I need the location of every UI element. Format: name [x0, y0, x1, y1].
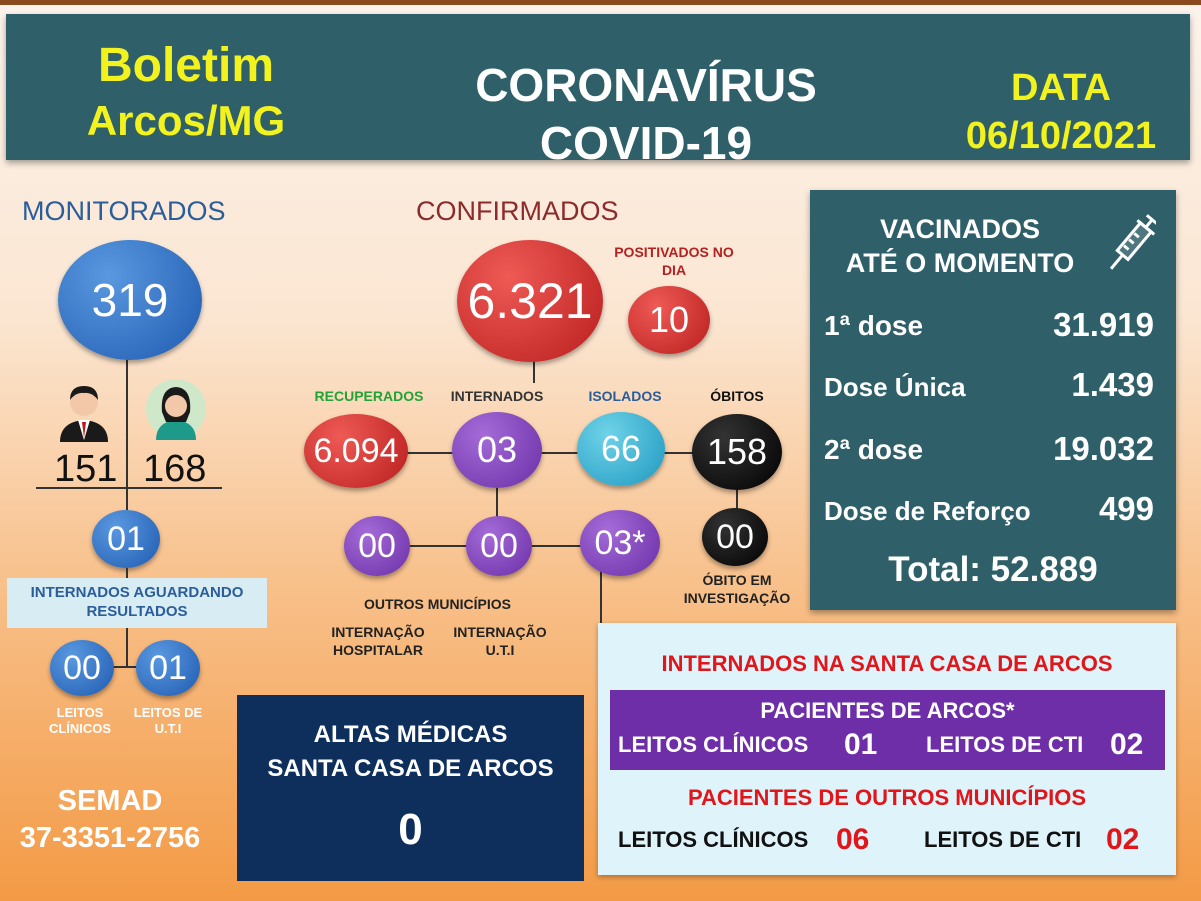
internados-aguardando-value: 01	[107, 519, 145, 558]
semad-phone: 37-3351-2756	[19, 822, 201, 854]
female-avatar-icon	[146, 378, 206, 440]
isolados-label: ISOLADOS	[588, 388, 662, 404]
leitos-clinicos-label: LEITOS CLÍNICOS	[48, 705, 112, 737]
internados-aguardando-box	[7, 578, 267, 628]
dose2-value: 19.032	[1053, 430, 1154, 467]
city-title: Arcos/MG	[86, 97, 286, 144]
monitorados-total-circle: 319	[58, 240, 202, 360]
positivados-circle: 10	[628, 286, 710, 354]
leitos-uti-value: 01	[149, 648, 187, 687]
dose1-value: 31.919	[1053, 306, 1154, 343]
connector-line	[126, 355, 128, 510]
outros-clinicos-value: 06	[836, 823, 870, 856]
internacao-hospitalar-circle: 00	[466, 516, 532, 576]
outros-municipios-label: OUTROS MUNICÍPIOS	[363, 596, 511, 612]
divider-line	[36, 487, 222, 489]
dose-reforco-value: 499	[1098, 490, 1154, 527]
monitorados-title: MONITORADOS	[22, 196, 226, 226]
date-value: 06/10/2021	[965, 115, 1157, 157]
santa-casa-title: INTERNADOS NA SANTA CASA DE ARCOS	[661, 651, 1113, 676]
obitos-circle: 158	[692, 414, 782, 490]
dose1-label: 1ª dose	[824, 310, 924, 341]
vacinados-total: Total: 52.889	[888, 550, 1098, 589]
internacao-uti-label: INTERNAÇÃO U.T.I	[453, 624, 547, 658]
arcos-clinicos-value: 01	[844, 728, 878, 761]
recuperados-value: 6.094	[313, 431, 399, 470]
obito-investigacao-value: 00	[716, 517, 754, 556]
isolados-circle: 66	[577, 412, 665, 486]
dose-unica-label: Dose Única	[824, 372, 966, 402]
obito-investigacao-circle: 00	[702, 508, 768, 566]
internados-label: INTERNADOS	[450, 388, 544, 404]
internados-aguardando-label: INTERNADOS AGUARDANDO RESULTADOS	[30, 584, 244, 620]
internacao-uti-circle: 03*	[580, 510, 660, 576]
altas-subtitle: SANTA CASA DE ARCOS	[267, 755, 554, 782]
vacinados-title: VACINADOS	[879, 214, 1040, 244]
recuperados-label: RECUPERADOS	[314, 388, 424, 404]
dose-reforco-label: Dose de Reforço	[824, 496, 1031, 526]
dose2-label: 2ª dose	[824, 434, 924, 465]
outros-municipios-value: 00	[358, 526, 396, 565]
isolados-value: 66	[600, 428, 642, 469]
confirmados-total-value: 6.321	[467, 273, 593, 329]
dose-unica-value: 1.439	[1071, 366, 1154, 403]
boletim-title: Boletim	[97, 39, 274, 92]
obitos-value: 158	[706, 431, 768, 472]
internacao-hospitalar-label: INTERNAÇÃO HOSPITALAR	[331, 624, 425, 658]
main-title-coronavirus: CORONAVÍRUS	[475, 59, 817, 111]
syringe-icon	[1106, 210, 1159, 280]
internacao-uti-value: 03*	[594, 523, 646, 562]
semad-label: SEMAD	[57, 785, 163, 817]
arcos-cti-value: 02	[1110, 728, 1144, 761]
connector-line	[496, 480, 498, 550]
arcos-clinicos-label: LEITOS CLÍNICOS	[618, 732, 809, 757]
pacientes-outros-title: PACIENTES DE OUTROS MUNICÍPIOS	[687, 785, 1087, 810]
connector-line	[533, 358, 535, 383]
confirmados-title: CONFIRMADOS	[416, 196, 619, 226]
monitorados-total-value: 319	[91, 274, 169, 326]
vacinados-panel: VACINADOS ATÉ O MOMENTO 1ª dose 31.919 D…	[810, 190, 1176, 610]
pacientes-arcos-title: PACIENTES DE ARCOS*	[760, 698, 1015, 723]
header-banner: Boletim Arcos/MG CORONAVÍRUS COVID-19 DA…	[6, 14, 1190, 168]
male-avatar-icon	[56, 382, 112, 442]
leitos-uti-circle: 01	[136, 640, 200, 696]
leitos-clinicos-circle: 00	[50, 640, 114, 696]
arcos-cti-label: LEITOS DE CTI	[926, 732, 1084, 757]
vacinados-subtitle: ATÉ O MOMENTO	[845, 248, 1075, 278]
male-count: 151	[54, 448, 118, 490]
outros-cti-label: LEITOS DE CTI	[924, 827, 1082, 852]
outros-municipios-circle: 00	[344, 516, 410, 576]
internados-value: 03	[476, 429, 518, 470]
obitos-label: ÓBITOS	[710, 388, 764, 404]
outros-clinicos-label: LEITOS CLÍNICOS	[618, 827, 809, 852]
leitos-uti-label: LEITOS DE U.T.I	[133, 705, 203, 737]
confirmados-total-circle: 6.321	[457, 240, 603, 362]
internados-circle: 03	[452, 412, 542, 488]
connector-line	[736, 480, 738, 520]
altas-medicas-panel: ALTAS MÉDICAS SANTA CASA DE ARCOS 0	[237, 695, 584, 881]
leitos-clinicos-value: 00	[63, 648, 101, 687]
positivados-label: POSITIVADOS NO DIA	[614, 244, 734, 278]
female-count: 168	[143, 448, 207, 490]
date-label: DATA	[1011, 67, 1111, 109]
internados-aguardando-circle: 01	[92, 510, 160, 568]
outros-cti-value: 02	[1106, 823, 1140, 856]
altas-title: ALTAS MÉDICAS	[313, 721, 508, 748]
connector-line	[100, 666, 150, 668]
altas-value: 0	[398, 805, 423, 854]
connector-line	[400, 452, 700, 454]
recuperados-circle: 6.094	[304, 414, 408, 488]
santa-casa-panel: INTERNADOS NA SANTA CASA DE ARCOS PACIEN…	[598, 623, 1176, 875]
positivados-value: 10	[648, 299, 690, 340]
internacao-hospitalar-value: 00	[480, 526, 518, 565]
main-title-covid: COVID-19	[539, 117, 753, 169]
pacientes-arcos-box: PACIENTES DE ARCOS* LEITOS CLÍNICOS 01 L…	[610, 690, 1165, 770]
obito-investigacao-label: ÓBITO EM INVESTIGAÇÃO	[683, 572, 791, 606]
top-border	[0, 0, 1201, 5]
